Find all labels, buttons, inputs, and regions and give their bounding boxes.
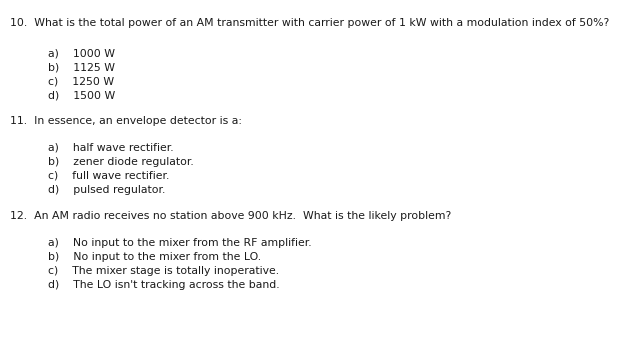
Text: a)    No input to the mixer from the RF amplifier.: a) No input to the mixer from the RF amp… [48,238,312,248]
Text: d)    pulsed regulator.: d) pulsed regulator. [48,185,166,195]
Text: b)    zener diode regulator.: b) zener diode regulator. [48,157,193,167]
Text: d)    1500 W: d) 1500 W [48,90,115,100]
Text: c)    The mixer stage is totally inoperative.: c) The mixer stage is totally inoperativ… [48,266,279,276]
Text: a)    1000 W: a) 1000 W [48,48,115,58]
Text: a)    half wave rectifier.: a) half wave rectifier. [48,143,174,153]
Text: b)    1125 W: b) 1125 W [48,62,115,72]
Text: 11.  In essence, an envelope detector is a:: 11. In essence, an envelope detector is … [10,116,242,126]
Text: c)    full wave rectifier.: c) full wave rectifier. [48,171,169,181]
Text: d)    The LO isn't tracking across the band.: d) The LO isn't tracking across the band… [48,280,280,290]
Text: 10.  What is the total power of an AM transmitter with carrier power of 1 kW wit: 10. What is the total power of an AM tra… [10,18,609,28]
Text: c)    1250 W: c) 1250 W [48,76,114,86]
Text: b)    No input to the mixer from the LO.: b) No input to the mixer from the LO. [48,252,261,262]
Text: 12.  An AM radio receives no station above 900 kHz.  What is the likely problem?: 12. An AM radio receives no station abov… [10,211,451,221]
